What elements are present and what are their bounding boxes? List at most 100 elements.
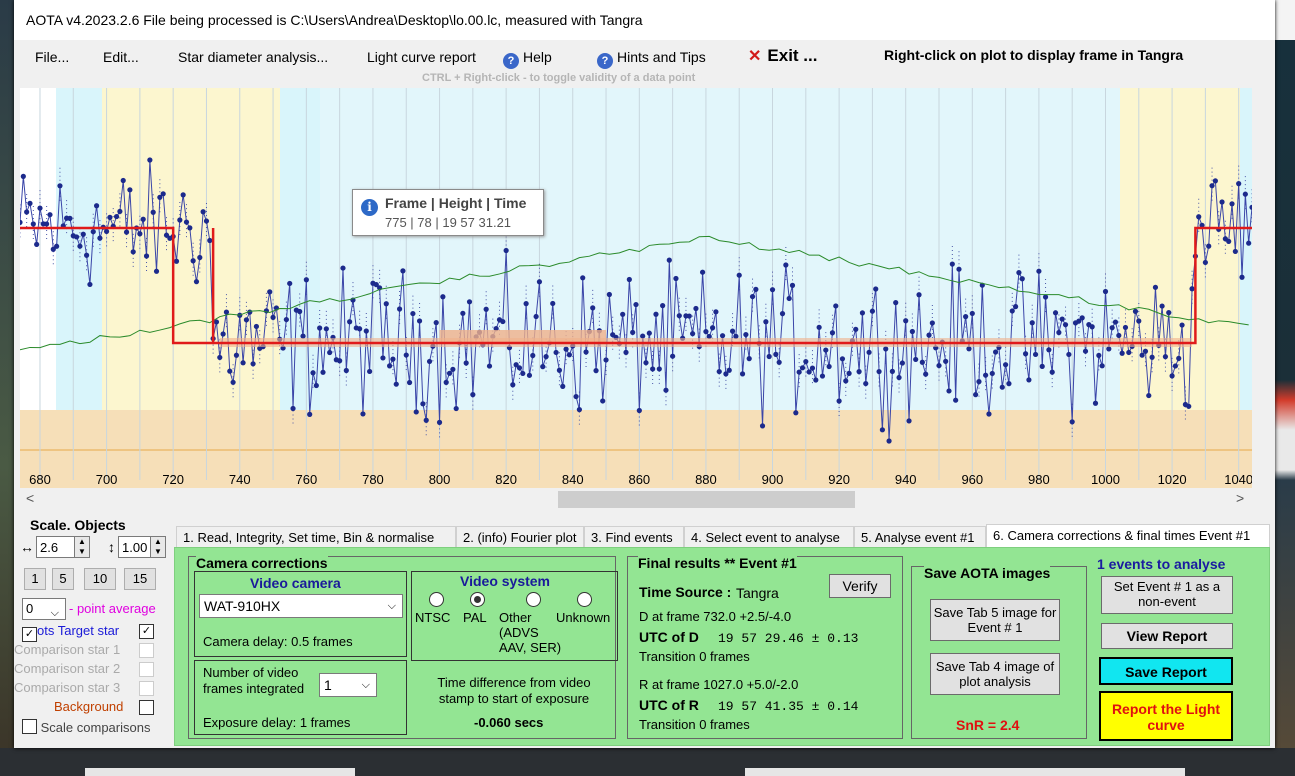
- comparison-star-3-row[interactable]: Comparison star 3: [14, 680, 154, 696]
- light-curve-point: [786, 295, 792, 302]
- frames-integrated-select[interactable]: 1 ⌵: [319, 673, 377, 697]
- scale-comparisons-row[interactable]: Scale comparisons: [22, 719, 150, 735]
- light-curve-point: [646, 330, 652, 336]
- x-tick-label: 920: [828, 472, 850, 487]
- point-average-select[interactable]: 0 ⌵: [22, 598, 66, 620]
- light-curve-point: [190, 258, 196, 264]
- tab-fourier-plot[interactable]: 2. (info) Fourier plot: [456, 526, 584, 548]
- frames-integrated-group: Number of video frames integrated 1 ⌵ Ex…: [194, 660, 407, 735]
- tab-analyse-event[interactable]: 5. Analyse event #1: [854, 526, 986, 548]
- light-curve-point: [986, 411, 992, 417]
- light-curve-point: [556, 367, 563, 373]
- menu-hints[interactable]: ? Hints and Tips: [597, 49, 706, 69]
- tab-read-integrity[interactable]: 1. Read, Integrity, Set time, Bin & norm…: [176, 526, 456, 548]
- light-curve-point: [313, 382, 319, 389]
- verify-button[interactable]: Verify: [829, 574, 891, 598]
- tab-select-event[interactable]: 4. Select event to analyse: [684, 526, 854, 548]
- view-report-button[interactable]: View Report: [1101, 623, 1233, 649]
- scale-button-1[interactable]: 1: [24, 568, 46, 590]
- x-scale-input[interactable]: 2.6: [36, 536, 76, 558]
- background-checkbox[interactable]: [139, 700, 154, 715]
- light-curve-plot[interactable]: 680 700 720 740 760 780 800 820 840 860 880 900 920 9…: [17, 88, 1255, 488]
- ctrl-click-hint: CTRL + Right-click - to toggle validity …: [422, 72, 696, 84]
- comparison-star-1-row[interactable]: Comparison star 1: [14, 642, 154, 658]
- menu-edit[interactable]: Edit...: [103, 49, 139, 65]
- comparison-star-2-checkbox[interactable]: [139, 662, 154, 677]
- scrollbar-thumb[interactable]: [558, 491, 855, 508]
- light-curve-point: [666, 257, 672, 263]
- menu-file[interactable]: File...: [35, 49, 70, 65]
- radio-ntsc[interactable]: [429, 592, 444, 607]
- light-curve-point: [253, 323, 260, 330]
- light-curve-point: [540, 364, 546, 370]
- light-curve-point: [396, 306, 403, 312]
- radio-other[interactable]: [526, 592, 541, 607]
- x-tick-label: 1020: [1158, 472, 1187, 487]
- menu-star-diameter[interactable]: Star diameter analysis...: [178, 49, 329, 65]
- utc-r-label: UTC of R: [639, 697, 699, 713]
- comparison-star-3-checkbox[interactable]: [139, 681, 154, 696]
- tab-find-events[interactable]: 3. Find events: [584, 526, 684, 548]
- background-level-band: [20, 410, 1252, 488]
- light-curve-point: [703, 328, 709, 335]
- background-row[interactable]: Background: [54, 699, 154, 715]
- comparison-star-1-checkbox[interactable]: [139, 643, 154, 658]
- save-tab5-button[interactable]: Save Tab 5 image for Event # 1: [930, 599, 1060, 641]
- light-curve-point: [769, 287, 776, 293]
- camera-corrections-title: Camera corrections: [196, 555, 328, 571]
- light-curve-point: [1092, 400, 1099, 406]
- target-star-row[interactable]: ✓ ots Target star ✓: [22, 623, 154, 642]
- scale-button-5[interactable]: 5: [52, 568, 74, 590]
- light-curve-point: [357, 326, 363, 332]
- light-curve-point: [999, 384, 1005, 390]
- scroll-left-icon[interactable]: <: [26, 490, 35, 506]
- light-curve-point: [676, 313, 682, 319]
- scroll-right-icon[interactable]: >: [1236, 490, 1245, 506]
- scale-button-15[interactable]: 15: [124, 568, 156, 590]
- target-star-check-left[interactable]: ✓: [22, 627, 37, 642]
- set-nonevent-button[interactable]: Set Event # 1 as a non-event: [1101, 576, 1233, 614]
- hints-icon: ?: [597, 53, 613, 69]
- light-curve-point: [363, 328, 369, 334]
- x-tick-label: 740: [229, 472, 251, 487]
- radio-pal[interactable]: [470, 592, 485, 607]
- light-curve-point: [636, 407, 642, 414]
- camera-model-select[interactable]: WAT-910HX ⌵: [199, 594, 403, 618]
- report-light-curve-button[interactable]: Report the Light curve: [1099, 691, 1233, 741]
- light-curve-point: [943, 358, 949, 364]
- x-scale-stepper[interactable]: ▲ ▼: [74, 536, 90, 558]
- light-curve-point: [563, 346, 569, 352]
- scale-button-10[interactable]: 10: [84, 568, 116, 590]
- light-curve-point: [77, 243, 83, 249]
- menu-light-curve-report[interactable]: Light curve report: [367, 49, 476, 65]
- light-curve-point: [250, 361, 256, 367]
- light-curve-point: [420, 401, 426, 407]
- menu-exit[interactable]: ✕ Exit ...: [748, 46, 817, 66]
- video-system-group: Video system NTSC PAL Other (ADVS AAV, S…: [411, 571, 618, 661]
- radio-unknown[interactable]: [577, 592, 592, 607]
- save-tab4-button[interactable]: Save Tab 4 image of plot analysis: [930, 653, 1060, 695]
- tab-camera-corrections[interactable]: 6. Camera corrections & final times Even…: [986, 524, 1270, 548]
- video-camera-group: Video camera WAT-910HX ⌵ Camera delay: 0…: [194, 571, 407, 657]
- target-star-checkbox[interactable]: ✓: [139, 624, 154, 639]
- light-curve-point: [410, 310, 416, 317]
- menu-hints-label: Hints and Tips: [617, 49, 706, 65]
- band-a: [280, 88, 320, 410]
- comparison-star-2-row[interactable]: Comparison star 2: [14, 661, 154, 677]
- plot-horizontal-scrollbar[interactable]: < >: [20, 488, 1252, 510]
- light-curve-point: [763, 319, 769, 325]
- light-curve-svg[interactable]: 680 700 720 740 760 780 800 820 840 860 880 900 920 9…: [17, 88, 1255, 488]
- light-curve-point: [876, 368, 882, 375]
- light-curve-point: [816, 324, 822, 330]
- light-curve-point: [1029, 320, 1035, 326]
- light-curve-point: [453, 405, 459, 412]
- right-click-hint: Right-click on plot to display frame in …: [884, 47, 1184, 63]
- menu-help[interactable]: ? Help: [503, 49, 552, 69]
- light-curve-point: [919, 359, 925, 365]
- scale-comparisons-checkbox[interactable]: [22, 719, 37, 734]
- y-scale-input[interactable]: 1.00: [118, 536, 152, 558]
- save-report-button[interactable]: Save Report: [1099, 657, 1233, 685]
- y-scale-stepper[interactable]: ▲ ▼: [150, 536, 166, 558]
- light-curve-point: [223, 309, 230, 315]
- light-curve-point: [217, 354, 223, 361]
